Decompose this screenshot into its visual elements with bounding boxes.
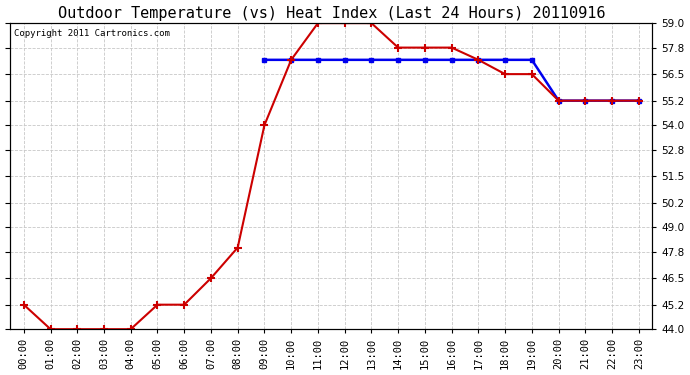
Text: Copyright 2011 Cartronics.com: Copyright 2011 Cartronics.com [14, 29, 170, 38]
Title: Outdoor Temperature (vs) Heat Index (Last 24 Hours) 20110916: Outdoor Temperature (vs) Heat Index (Las… [57, 6, 605, 21]
